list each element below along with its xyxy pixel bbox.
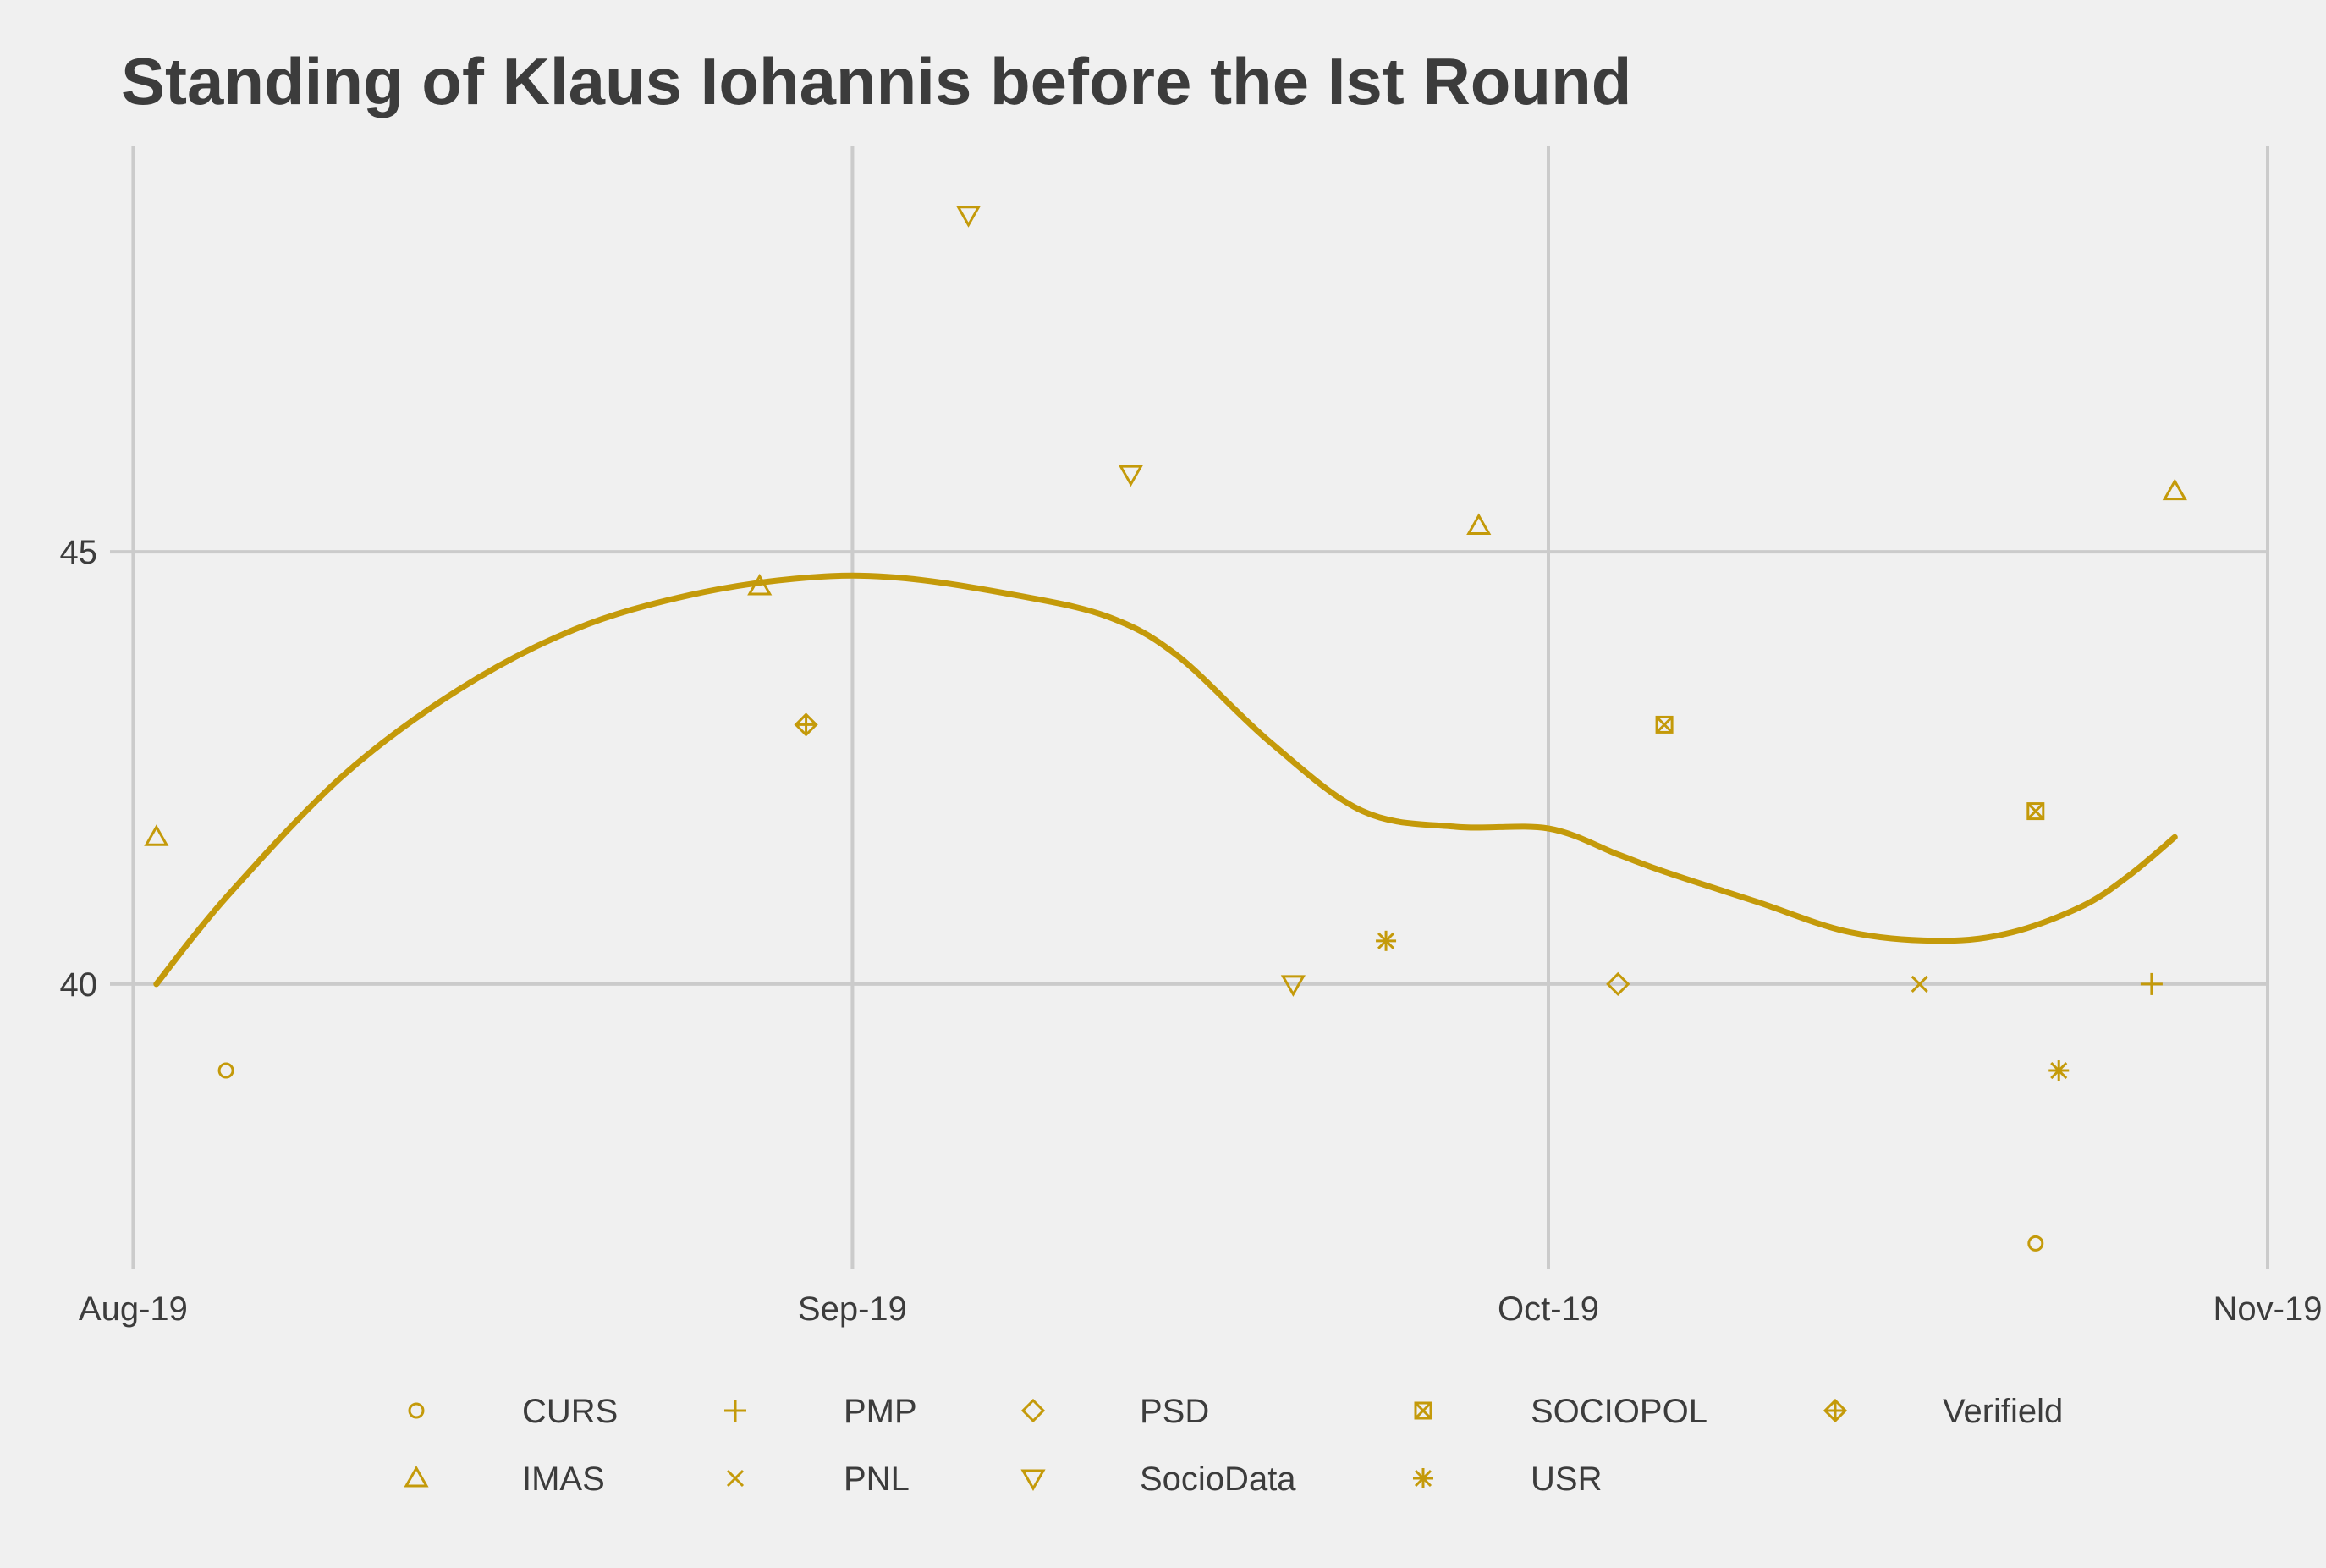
- point-sociopol: [2026, 802, 2045, 821]
- point-imas: [144, 824, 169, 846]
- point-usr: [1376, 930, 1397, 951]
- y-axis-ticks: 40 45: [60, 534, 98, 1004]
- legend-label: SocioData: [1140, 1461, 1296, 1498]
- trend-line: [153, 572, 2178, 988]
- point-pnl: [1911, 975, 1928, 993]
- legend-label: PMP: [844, 1393, 917, 1430]
- legend-item: CURS: [408, 1393, 618, 1430]
- legend-item: PSD: [1020, 1393, 1209, 1430]
- x-tick-label: Nov-19: [2213, 1290, 2323, 1328]
- legend-key-pmp: [724, 1400, 746, 1422]
- point-pmp: [2140, 972, 2163, 995]
- legend-item: Verifield: [1823, 1393, 2063, 1430]
- legend: CURS PMP PSD SOCIOPOL Verifield IMAS PNL SocioD…: [404, 1393, 2063, 1498]
- point-curs: [2027, 1235, 2044, 1252]
- trend-layer: [153, 572, 2178, 988]
- legend-key-imas: [404, 1465, 429, 1488]
- x-tick-label: Oct-19: [1498, 1290, 1599, 1328]
- point-sociodata: [1118, 465, 1144, 487]
- point-sociodata: [1280, 975, 1306, 997]
- legend-label: PNL: [844, 1461, 910, 1498]
- legend-label: PSD: [1140, 1393, 1209, 1430]
- chart-title: Standing of Klaus Iohannis before the Is…: [121, 44, 1631, 118]
- legend-key-curs: [408, 1402, 425, 1419]
- point-verifield: [794, 712, 818, 737]
- legend-item: PNL: [726, 1461, 910, 1498]
- grid-layer: [110, 146, 2269, 1269]
- points-layer: [144, 206, 2187, 1252]
- x-tick-label: Aug-19: [79, 1290, 188, 1328]
- legend-key-psd: [1020, 1398, 1046, 1423]
- legend-item: USR: [1413, 1461, 1602, 1498]
- y-tick-label: 40: [60, 966, 98, 1004]
- legend-key-usr: [1413, 1468, 1433, 1488]
- legend-item: PMP: [724, 1393, 917, 1430]
- legend-key-sociodata: [1020, 1469, 1046, 1492]
- y-tick-label: 45: [60, 534, 98, 571]
- legend-label: CURS: [522, 1393, 618, 1430]
- point-imas: [2162, 478, 2187, 501]
- legend-label: Verifield: [1943, 1393, 2063, 1430]
- legend-item: SocioData: [1020, 1461, 1296, 1498]
- legend-label: SOCIOPOL: [1531, 1393, 1707, 1430]
- point-sociopol: [1655, 715, 1674, 734]
- legend-key-pnl: [726, 1469, 745, 1488]
- legend-key-verifield: [1823, 1398, 1848, 1423]
- legend-item: IMAS: [404, 1461, 605, 1498]
- point-sociodata: [955, 206, 982, 228]
- x-axis-ticks: Aug-19 Sep-19 Oct-19 Nov-19: [79, 1290, 2323, 1328]
- legend-label: IMAS: [522, 1461, 605, 1498]
- point-psd: [1606, 971, 1630, 997]
- legend-label: USR: [1531, 1461, 1602, 1498]
- point-curs: [217, 1062, 234, 1079]
- point-imas: [747, 573, 773, 596]
- x-tick-label: Sep-19: [798, 1290, 907, 1328]
- point-imas: [1466, 513, 1492, 535]
- legend-key-sociopol: [1414, 1401, 1432, 1420]
- point-usr: [2048, 1060, 2070, 1081]
- legend-item: SOCIOPOL: [1414, 1393, 1707, 1430]
